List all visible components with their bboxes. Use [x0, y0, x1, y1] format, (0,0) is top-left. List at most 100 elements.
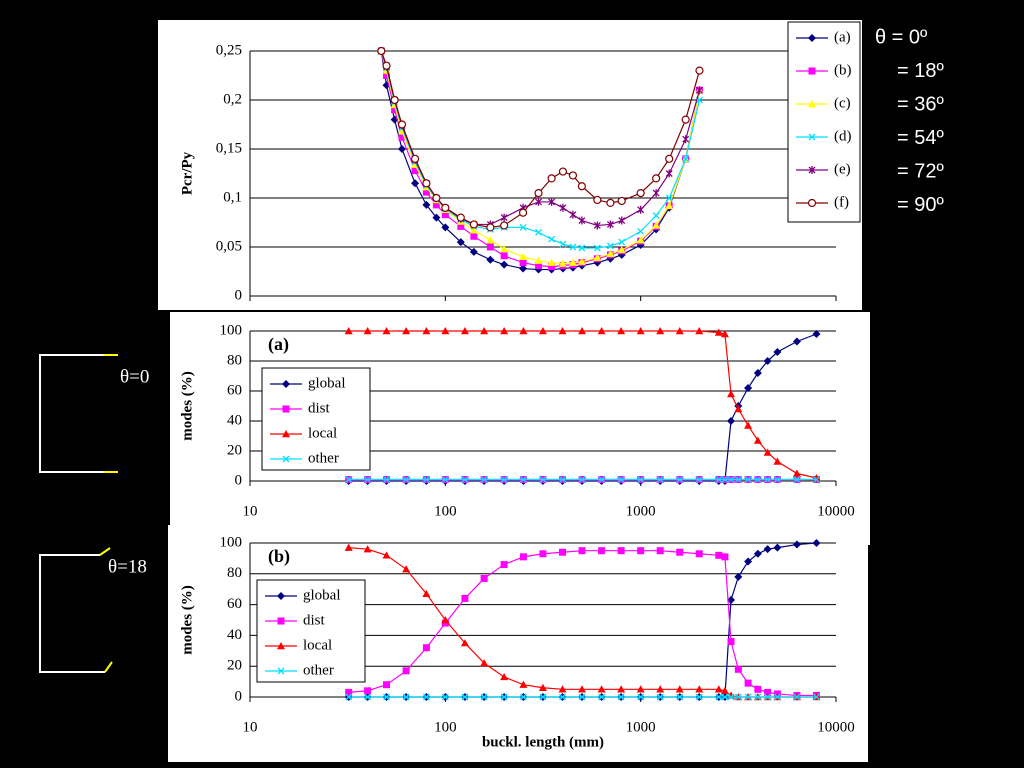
- marker: [547, 258, 556, 266]
- marker: [734, 405, 743, 413]
- marker: [469, 247, 478, 256]
- marker: [734, 572, 743, 581]
- marker: [665, 169, 673, 178]
- marker: [578, 327, 587, 335]
- marker: [792, 337, 801, 346]
- x-tick-label: 10000: [817, 719, 855, 735]
- marker: [519, 223, 527, 231]
- marker: [535, 262, 543, 270]
- x-tick-label: 10: [243, 719, 258, 735]
- legend-label: (c): [834, 95, 851, 111]
- legend-box: [256, 579, 366, 683]
- marker: [441, 616, 450, 624]
- marker: [397, 145, 406, 153]
- marker: [598, 547, 606, 555]
- x-tick-label: 1000: [626, 719, 656, 735]
- marker: [617, 245, 626, 254]
- marker: [578, 216, 586, 225]
- panel-label: (b): [268, 546, 290, 567]
- marker: [422, 644, 430, 652]
- marker: [617, 547, 625, 555]
- marker: [656, 327, 665, 335]
- marker: [637, 476, 645, 483]
- y-tick-label: 0,2: [223, 91, 242, 107]
- marker: [480, 659, 489, 667]
- marker: [519, 476, 527, 483]
- legend-label: dist: [308, 400, 331, 416]
- legend-label: (a): [834, 29, 851, 45]
- marker: [753, 549, 762, 558]
- y-axis-label: Pcr/Py: [179, 151, 195, 195]
- marker: [402, 693, 410, 701]
- marker: [500, 213, 508, 222]
- marker: [486, 243, 494, 251]
- sketch-b: [39, 547, 113, 673]
- marker: [410, 154, 420, 163]
- marker: [720, 686, 729, 695]
- marker: [812, 539, 821, 547]
- marker: [764, 693, 772, 701]
- marker: [345, 693, 353, 701]
- y-tick-label: 60: [227, 596, 242, 612]
- marker: [695, 550, 703, 558]
- marker: [345, 476, 353, 483]
- marker: [569, 210, 577, 219]
- marker: [682, 155, 690, 163]
- marker: [617, 476, 625, 483]
- marker: [277, 617, 285, 625]
- marker: [598, 693, 606, 701]
- marker: [812, 330, 821, 338]
- marker: [282, 405, 290, 413]
- marker: [764, 688, 772, 696]
- marker: [277, 667, 285, 675]
- marker: [808, 67, 816, 75]
- marker: [382, 327, 391, 335]
- marker: [470, 232, 478, 240]
- chart-background: [158, 20, 862, 310]
- marker: [617, 327, 626, 335]
- marker: [432, 193, 441, 203]
- marker: [441, 211, 449, 219]
- marker: [636, 327, 645, 335]
- marker: [548, 263, 556, 271]
- marker: [568, 171, 578, 180]
- marker: [277, 642, 285, 650]
- marker: [422, 179, 431, 188]
- marker: [422, 327, 431, 335]
- marker: [534, 189, 543, 198]
- marker: [519, 693, 527, 701]
- marker: [383, 693, 390, 701]
- marker: [675, 685, 684, 693]
- marker: [411, 179, 420, 188]
- marker: [636, 685, 645, 693]
- x-tick-label: 10: [243, 503, 258, 519]
- marker: [652, 212, 660, 220]
- y-tick-label: 100: [220, 534, 243, 550]
- marker: [808, 133, 816, 141]
- annotation: = 54º: [897, 127, 944, 149]
- marker: [695, 327, 704, 335]
- marker: [793, 693, 801, 701]
- marker: [402, 565, 411, 573]
- annotation: = 18º: [897, 60, 944, 82]
- marker: [696, 86, 703, 95]
- marker: [753, 436, 762, 444]
- marker: [808, 34, 816, 42]
- marker: [593, 244, 601, 252]
- y-tick-label: 80: [227, 352, 242, 368]
- section-lip: [104, 661, 113, 673]
- marker: [773, 476, 781, 483]
- marker: [792, 469, 801, 477]
- marker: [753, 369, 762, 377]
- legend-label: (f): [834, 194, 849, 210]
- marker: [480, 327, 489, 335]
- marker: [282, 430, 290, 438]
- marker: [559, 476, 566, 483]
- marker: [636, 236, 645, 244]
- marker: [813, 693, 820, 701]
- marker: [486, 255, 495, 264]
- marker: [754, 693, 762, 701]
- marker: [559, 693, 566, 701]
- sketch-a: [39, 354, 118, 473]
- marker: [577, 257, 586, 265]
